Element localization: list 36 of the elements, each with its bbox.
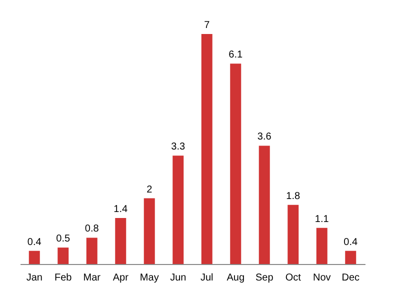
data-label: 2 bbox=[146, 184, 153, 196]
bar bbox=[201, 34, 212, 264]
x-tick-label: Dec bbox=[342, 272, 360, 284]
data-label: 3.3 bbox=[171, 142, 186, 153]
bar bbox=[258, 146, 270, 264]
bar bbox=[316, 228, 328, 264]
x-tick-label: Nov bbox=[312, 272, 331, 284]
data-label: 3.6 bbox=[257, 132, 272, 143]
x-tick-label: Feb bbox=[54, 272, 72, 284]
data-label: 6.1 bbox=[228, 50, 244, 61]
x-tick-label: Jun bbox=[170, 272, 186, 284]
x-tick-label: Oct bbox=[285, 272, 302, 284]
x-tick-label: Apr bbox=[112, 272, 130, 284]
x-tick-label: Sep bbox=[255, 272, 274, 284]
bar bbox=[172, 156, 184, 264]
bar bbox=[58, 248, 69, 264]
data-label: 7 bbox=[204, 20, 210, 31]
x-tick-label: Jul bbox=[200, 272, 214, 284]
data-label: 0.5 bbox=[56, 234, 71, 245]
bar bbox=[28, 250, 40, 264]
x-tick-label: May bbox=[140, 272, 159, 284]
bar bbox=[288, 204, 299, 264]
data-label: 1.1 bbox=[314, 214, 330, 225]
bar bbox=[345, 250, 356, 264]
bar bbox=[86, 238, 98, 264]
data-label: 0.4 bbox=[344, 236, 358, 248]
bar bbox=[230, 64, 242, 264]
x-tick-label: Mar bbox=[83, 272, 102, 284]
data-label: 0.8 bbox=[84, 224, 100, 235]
data-label: 1.4 bbox=[114, 204, 128, 215]
data-label: 1.8 bbox=[286, 190, 301, 202]
x-tick-label: Jan bbox=[26, 272, 42, 284]
data-label: 0.4 bbox=[27, 236, 42, 248]
bar bbox=[144, 198, 155, 264]
bar bbox=[115, 218, 126, 264]
x-tick-label: Aug bbox=[226, 272, 245, 284]
